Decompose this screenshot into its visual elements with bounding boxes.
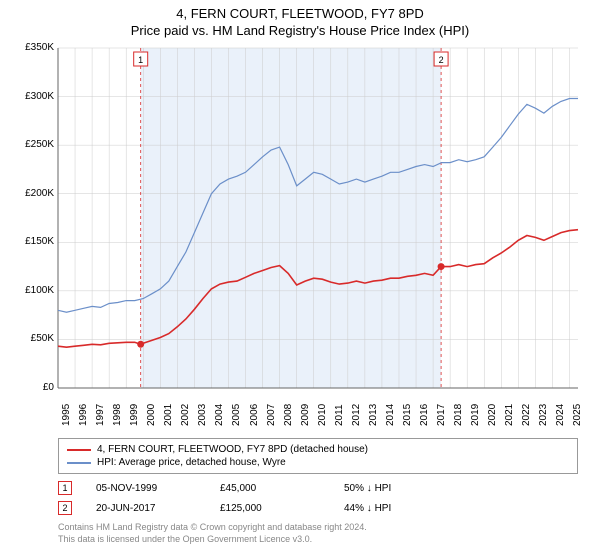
legend-swatch (67, 449, 91, 451)
x-tick-label: 2005 (231, 404, 242, 426)
x-tick-label: 1997 (95, 404, 106, 426)
y-tick-label: £250K (4, 139, 54, 150)
x-axis-labels: 1995 1996 1997 1998 1999 2000 2001 2002 2003 2004… (58, 392, 578, 442)
x-tick-label: 2019 (470, 404, 481, 426)
marker-row: 2 20-JUN-2017 £125,000 44% ↓ HPI (58, 498, 578, 518)
x-tick-label: 2000 (146, 404, 157, 426)
x-tick-label: 2015 (402, 404, 413, 426)
marker-delta: 50% ↓ HPI (344, 483, 444, 494)
chart-area: 12 (58, 48, 578, 388)
legend-label: HPI: Average price, detached house, Wyre (97, 457, 286, 468)
x-tick-label: 2014 (385, 404, 396, 426)
footer-line: Contains HM Land Registry data © Crown c… (58, 522, 367, 534)
x-tick-label: 2013 (368, 404, 379, 426)
footer-attribution: Contains HM Land Registry data © Crown c… (58, 522, 367, 545)
y-tick-label: £150K (4, 236, 54, 247)
marker-table: 1 05-NOV-1999 £45,000 50% ↓ HPI 2 20-JUN… (58, 478, 578, 518)
y-tick-label: £0 (4, 382, 54, 393)
x-tick-label: 1999 (129, 404, 140, 426)
x-tick-label: 2024 (555, 404, 566, 426)
x-tick-label: 2006 (249, 404, 260, 426)
x-tick-label: 2009 (300, 404, 311, 426)
y-tick-label: £350K (4, 42, 54, 53)
chart-subtitle: Price paid vs. HM Land Registry's House … (0, 23, 600, 38)
chart-title: 4, FERN COURT, FLEETWOOD, FY7 8PD (0, 6, 600, 21)
marker-badge: 1 (58, 481, 72, 495)
marker-badge: 2 (58, 501, 72, 515)
x-tick-label: 2004 (214, 404, 225, 426)
legend-label: 4, FERN COURT, FLEETWOOD, FY7 8PD (detac… (97, 444, 368, 455)
y-tick-label: £50K (4, 333, 54, 344)
x-tick-label: 2001 (163, 404, 174, 426)
x-tick-label: 2002 (180, 404, 191, 426)
legend-item: 4, FERN COURT, FLEETWOOD, FY7 8PD (detac… (67, 443, 569, 456)
footer-line: This data is licensed under the Open Gov… (58, 534, 367, 546)
x-tick-label: 2020 (487, 404, 498, 426)
x-tick-label: 2017 (436, 404, 447, 426)
chart-container: 4, FERN COURT, FLEETWOOD, FY7 8PD Price … (0, 0, 600, 560)
x-tick-label: 2003 (197, 404, 208, 426)
legend-item: HPI: Average price, detached house, Wyre (67, 456, 569, 469)
marker-delta: 44% ↓ HPI (344, 503, 444, 514)
marker-date: 20-JUN-2017 (96, 503, 196, 514)
x-tick-label: 2022 (521, 404, 532, 426)
x-tick-label: 2010 (317, 404, 328, 426)
y-tick-label: £300K (4, 91, 54, 102)
title-block: 4, FERN COURT, FLEETWOOD, FY7 8PD Price … (0, 0, 600, 38)
x-tick-label: 2023 (538, 404, 549, 426)
x-tick-label: 2021 (504, 404, 515, 426)
x-tick-label: 1996 (78, 404, 89, 426)
marker-price: £45,000 (220, 483, 320, 494)
marker-row: 1 05-NOV-1999 £45,000 50% ↓ HPI (58, 478, 578, 498)
marker-date: 05-NOV-1999 (96, 483, 196, 494)
svg-text:2: 2 (439, 55, 444, 65)
marker-num: 1 (62, 483, 67, 493)
x-tick-label: 2025 (572, 404, 583, 426)
svg-text:1: 1 (138, 55, 143, 65)
legend-swatch (67, 462, 91, 464)
x-tick-label: 1998 (112, 404, 123, 426)
x-tick-label: 2011 (334, 404, 345, 426)
x-tick-label: 2008 (283, 404, 294, 426)
x-tick-label: 2018 (453, 404, 464, 426)
x-tick-label: 2012 (351, 404, 362, 426)
y-tick-label: £200K (4, 188, 54, 199)
y-tick-label: £100K (4, 285, 54, 296)
legend-box: 4, FERN COURT, FLEETWOOD, FY7 8PD (detac… (58, 438, 578, 474)
marker-num: 2 (62, 503, 67, 513)
x-tick-label: 2007 (266, 404, 277, 426)
chart-svg: 12 (58, 48, 578, 388)
x-tick-label: 1995 (61, 404, 72, 426)
marker-price: £125,000 (220, 503, 320, 514)
x-tick-label: 2016 (419, 404, 430, 426)
